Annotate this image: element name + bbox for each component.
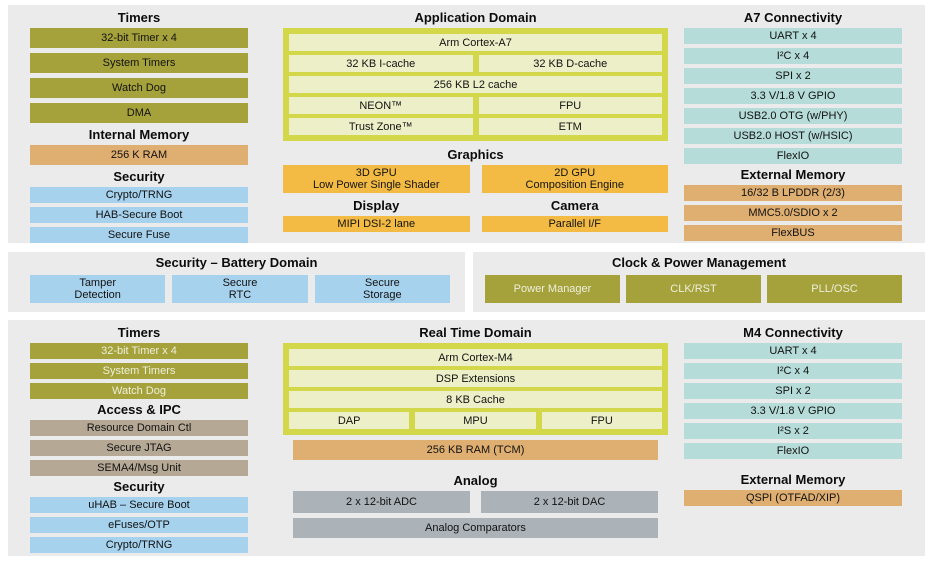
block-gpio-a7: 3.3 V/1.8 V GPIO [684,88,902,104]
analog-title: Analog [453,473,498,488]
block-dsp-extensions: DSP Extensions [289,370,662,387]
timers-title-m4: Timers [117,325,161,340]
block-3d-gpu: 3D GPU Low Power Single Shader [283,165,470,193]
block-parallel-if: Parallel I/F [481,216,668,232]
block-efuses-otp: eFuses/OTP [30,517,248,533]
block-adc: 2 x 12-bit ADC [293,491,470,513]
block-trust-zone: Trust Zone™ [289,118,473,135]
cortex-m4-core-box: Arm Cortex-M4 DSP Extensions 8 KB Cache … [283,343,668,435]
block-mmc-sdio: MMC5.0/SDIO x 2 [684,205,902,221]
cortex-a7-core-box: Arm Cortex-A7 32 KB I-cache 32 KB D-cach… [283,28,668,141]
block-uart-m4: UART x 4 [684,343,902,359]
battery-domain-title: Security – Battery Domain [155,255,318,270]
top-right-column: A7 Connectivity UART x 4 I²C x 4 SPI x 2… [684,9,902,245]
block-tcm-ram: 256 KB RAM (TCM) [293,440,658,460]
block-neon: NEON™ [289,97,473,114]
block-etm: ETM [478,118,662,135]
block-flexio-m4: FlexIO [684,443,902,459]
external-memory-title-a7: External Memory [740,167,846,182]
block-fpu-m4: FPU [541,412,662,429]
block-2d-gpu: 2D GPU Composition Engine [481,165,668,193]
block-secure-storage: Secure Storage [314,275,450,303]
real-time-domain-title: Real Time Domain [419,325,532,340]
block-secure-rtc: Secure RTC [172,275,308,303]
bottom-mid-column: Real Time Domain Arm Cortex-M4 DSP Exten… [283,324,668,543]
block-system-timers-m4: System Timers [30,363,248,379]
block-sema4-msg-unit: SEMA4/Msg Unit [30,460,248,476]
block-resource-domain-ctl: Resource Domain Ctl [30,420,248,436]
block-dcache: 32 KB D-cache [478,55,662,72]
block-crypto-trng-m4: Crypto/TRNG [30,537,248,553]
block-32bit-timer: 32-bit Timer x 4 [30,28,248,48]
block-power-manager: Power Manager [485,275,620,303]
block-fpu-a7: FPU [478,97,662,114]
block-dma: DMA [30,103,248,123]
block-32bit-timer-m4: 32-bit Timer x 4 [30,343,248,359]
block-usb-otg: USB2.0 OTG (w/PHY) [684,108,902,124]
block-usb-host: USB2.0 HOST (w/HSIC) [684,128,902,144]
block-dac: 2 x 12-bit DAC [481,491,658,513]
internal-memory-title: Internal Memory [88,127,190,142]
block-watch-dog-m4: Watch Dog [30,383,248,399]
block-spi-a7: SPI x 2 [684,68,902,84]
block-gpio-m4: 3.3 V/1.8 V GPIO [684,403,902,419]
block-uart-a7: UART x 4 [684,28,902,44]
block-l2-cache: 256 KB L2 cache [289,76,662,93]
bottom-left-column: Timers 32-bit Timer x 4 System Timers Wa… [30,324,248,557]
real-time-domain-panel: Timers 32-bit Timer x 4 System Timers Wa… [8,320,925,556]
block-secure-jtag: Secure JTAG [30,440,248,456]
block-256k-ram: 256 K RAM [30,145,248,165]
block-spi-m4: SPI x 2 [684,383,902,399]
block-tamper-detection: Tamper Detection [30,275,166,303]
block-pll-osc: PLL/OSC [767,275,902,303]
external-memory-title-m4: External Memory [740,472,846,487]
block-analog-comparators: Analog Comparators [293,518,658,538]
bottom-right-column: M4 Connectivity UART x 4 I²C x 4 SPI x 2… [684,324,902,510]
m4-connectivity-title: M4 Connectivity [743,325,843,340]
clock-power-title: Clock & Power Management [611,255,787,270]
block-icache: 32 KB I-cache [289,55,473,72]
block-i2c-a7: I²C x 4 [684,48,902,64]
block-mipi-dsi: MIPI DSI-2 lane [283,216,470,232]
clock-power-management-panel: Clock & Power Management Power Manager C… [473,252,925,312]
block-uhab-secure-boot: uHAB – Secure Boot [30,497,248,513]
block-system-timers: System Timers [30,53,248,73]
graphics-title: Graphics [447,147,504,162]
a7-connectivity-title: A7 Connectivity [743,10,843,25]
security-title-m4: Security [113,479,165,494]
top-left-column: Timers 32-bit Timer x 4 System Timers Wa… [30,9,248,247]
block-lpddr: 16/32 B LPDDR (2/3) [684,185,902,201]
camera-title: Camera [550,198,599,213]
block-8kb-cache: 8 KB Cache [289,391,662,408]
block-arm-cortex-a7: Arm Cortex-A7 [289,34,662,51]
display-title: Display [353,198,400,213]
block-secure-fuse: Secure Fuse [30,227,248,243]
application-domain-panel: Timers 32-bit Timer x 4 System Timers Wa… [8,5,925,243]
block-qspi: QSPI (OTFAD/XIP) [684,490,902,506]
security-title: Security [113,169,165,184]
timers-title: Timers [117,10,161,25]
block-mpu: MPU [415,412,536,429]
block-crypto-trng: Crypto/TRNG [30,187,248,203]
access-ipc-title: Access & IPC [97,402,181,417]
block-i2s-m4: I²S x 2 [684,423,902,439]
application-domain-title: Application Domain [414,10,537,25]
block-watch-dog: Watch Dog [30,78,248,98]
top-mid-column: Application Domain Arm Cortex-A7 32 KB I… [283,9,668,236]
security-battery-domain-panel: Security – Battery Domain Tamper Detecti… [8,252,465,312]
block-i2c-m4: I²C x 4 [684,363,902,379]
block-flexbus: FlexBUS [684,225,902,241]
block-clk-rst: CLK/RST [626,275,761,303]
block-flexio-a7: FlexIO [684,148,902,164]
block-dap: DAP [289,412,410,429]
block-arm-cortex-m4: Arm Cortex-M4 [289,349,662,366]
block-hab-secure-boot: HAB-Secure Boot [30,207,248,223]
